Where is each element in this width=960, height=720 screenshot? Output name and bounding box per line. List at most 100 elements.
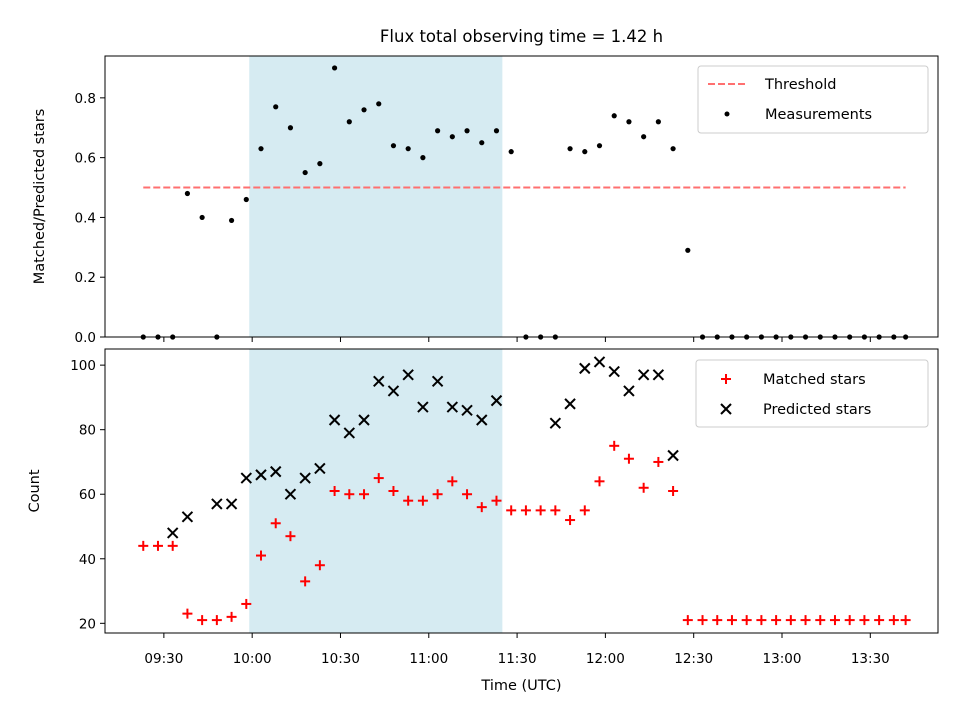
matched-star-point [594, 476, 605, 487]
bottom-x-ticks: 09:30 10:00 10:30 11:00 11:30 12:00 12:30 13:00… [144, 633, 890, 667]
measurement-point [243, 196, 249, 203]
x-tick-label: 10:00 [233, 651, 272, 667]
matched-star-point [462, 489, 473, 500]
predicted-star-point [637, 369, 650, 381]
measurement-point [420, 155, 426, 161]
measurement-point [611, 113, 617, 119]
predicted-star-point [211, 498, 223, 510]
legend-measurements-label: Measurements [765, 107, 872, 123]
measurement-point [302, 169, 308, 176]
measurement-point [405, 146, 411, 152]
predicted-star-point [667, 449, 679, 462]
matched-star-point [623, 453, 634, 464]
matched-star-point [653, 456, 664, 467]
matched-star-point [785, 615, 796, 626]
predicted-star-point [181, 511, 194, 523]
top-marks [140, 65, 909, 340]
matched-star-point [256, 550, 267, 561]
bottom-y-tick-label: 80 [79, 423, 96, 439]
legend-predicted-label: Predicted stars [763, 402, 871, 418]
matched-star-point [226, 611, 237, 622]
measurement-point [273, 104, 279, 110]
matched-star-point [565, 515, 576, 526]
predicted-star-point [608, 365, 620, 378]
bottom-y-tick-label: 40 [79, 552, 96, 568]
predicted-star-point [490, 394, 503, 407]
predicted-star-point [593, 356, 606, 368]
matched-star-point [329, 486, 340, 496]
predicted-star-point [431, 375, 444, 387]
legend-matched-swatch [721, 374, 731, 384]
matched-star-point [285, 531, 296, 542]
measurement-point [331, 65, 338, 71]
predicted-star-point [225, 498, 238, 510]
x-tick-label: 12:00 [586, 651, 625, 667]
predicted-star-point [564, 398, 576, 410]
predicted-star-point [299, 472, 311, 484]
matched-star-point [506, 505, 517, 516]
top-axes-frame [104, 55, 939, 338]
predicted-star-point [314, 462, 326, 475]
bottom-y-axis-label: Count [27, 469, 43, 512]
matched-star-point [520, 505, 531, 516]
top-y-ticks: 0.0 0.2 0.4 0.6 0.8 [75, 91, 105, 346]
x-tick-label: 11:00 [409, 651, 448, 667]
bottom-y-tick-label: 20 [79, 616, 96, 632]
matched-star-point [417, 495, 428, 506]
matched-star-point [447, 476, 458, 487]
measurement-point [287, 125, 294, 131]
bottom-axes: 20 40 60 80 100 09:30 10:00 10:30 11:00 11:30 12:… [27, 348, 939, 694]
legend-predicted-swatch [720, 403, 732, 415]
x-tick-label: 12:30 [674, 651, 713, 667]
matched-star-point [197, 615, 208, 626]
matched-star-point [712, 615, 723, 626]
predicted-star-point [387, 385, 400, 397]
matched-star-point [270, 518, 281, 529]
predicted-star-point [373, 375, 385, 387]
measurement-point [508, 149, 514, 155]
predicted-star-point [402, 369, 414, 381]
matched-star-point [314, 560, 325, 571]
x-tick-label: 13:00 [763, 651, 802, 667]
top-legend-box [697, 65, 929, 134]
matched-star-point [579, 505, 590, 516]
matched-star-point [697, 615, 708, 626]
predicted-star-point [343, 427, 356, 439]
matched-star-point [491, 495, 502, 506]
legend-measurements-swatch [724, 111, 730, 117]
bottom-legend: Matched stars Predicted stars [695, 359, 929, 428]
bottom-legend-box [695, 359, 929, 428]
bottom-highlight-span [249, 349, 503, 633]
top-axes: 0.00.20.40.60.8 Matched/Predicted stars … [32, 55, 939, 346]
top-x-ticks [163, 337, 871, 342]
matched-star-point [432, 489, 443, 500]
predicted-star-point [652, 369, 665, 381]
legend-predicted-marker [720, 403, 732, 415]
top-y-tick-label: 0.8 [75, 91, 96, 107]
measurement-point [184, 190, 191, 197]
measurement-point [655, 119, 661, 125]
matched-star-point [800, 615, 811, 626]
matched-star-point [476, 502, 487, 513]
measurement-point [479, 140, 485, 146]
predicted-star-point [461, 404, 473, 417]
x-axis-label: Time (UTC) [480, 678, 561, 694]
matched-star-point [535, 505, 546, 516]
predicted-star-point [284, 488, 297, 500]
legend-matched-label: Matched stars [763, 372, 866, 388]
matched-star-point [741, 615, 752, 626]
matched-star-point [682, 615, 693, 626]
predicted-star-point [255, 469, 267, 481]
predicted-star-point [240, 472, 252, 484]
bottom-marks [138, 356, 911, 626]
matched-star-point [609, 440, 620, 451]
matched-star-point [888, 615, 899, 626]
measurement-point [376, 101, 382, 107]
measurement-point [626, 119, 632, 125]
matched-star-point [211, 615, 222, 626]
matched-star-point [359, 489, 370, 500]
measurement-point [435, 128, 441, 134]
matched-star-point [726, 615, 737, 626]
matched-star-point [138, 540, 149, 551]
